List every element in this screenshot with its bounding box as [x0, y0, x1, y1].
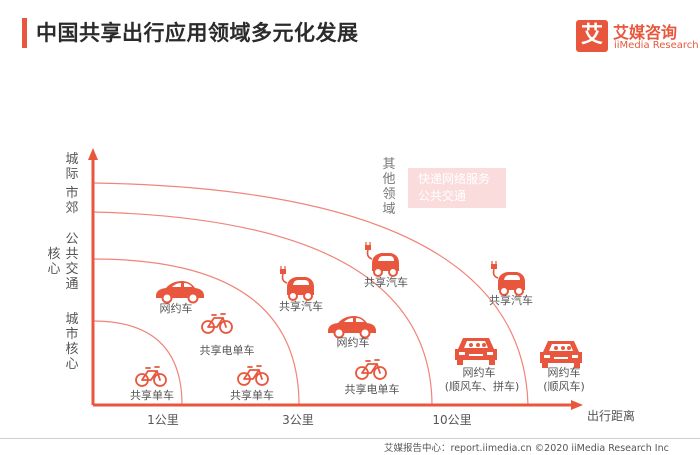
zone-arc-10km — [92, 211, 433, 406]
x-axis-title: 出行距离 — [587, 408, 635, 423]
other-field-item: 公共交通 — [418, 189, 467, 203]
bicycle-icon — [135, 366, 167, 387]
vehicle-label: 网约车 — [337, 335, 370, 349]
x-tick-1km: 1公里 — [147, 413, 179, 427]
ylabel-intercity: 城际 — [65, 152, 79, 182]
logo-name: 艾媒咨询 — [613, 23, 678, 42]
footer-divider — [0, 438, 700, 439]
vehicle-label: 网约车 — [160, 301, 193, 315]
ylabel-public-transport: 公共交通 — [65, 232, 79, 292]
other-field-label: 其他领域 — [382, 157, 396, 217]
iimedia-logo-icon: 艾 — [576, 20, 608, 52]
vehicle-label: 网约车 — [463, 365, 496, 379]
zone-arc-1km — [92, 320, 183, 406]
carpool-car-icon — [455, 338, 497, 365]
title-accent-bar — [22, 18, 27, 48]
sedan-icon — [327, 315, 377, 339]
vehicle-label: 共享汽车 — [489, 293, 533, 307]
y-axis-arrow-icon — [88, 148, 98, 160]
logo-subtitle: iiMedia Research — [614, 40, 699, 51]
vehicle-label: 网约车 — [548, 365, 581, 379]
sedan-icon — [155, 280, 205, 304]
other-field-box: 快递网络服务 公共交通 — [408, 168, 506, 208]
other-field-item: 快递网络服务 — [418, 172, 491, 186]
x-tick-3km: 3公里 — [282, 413, 314, 427]
zone-arc-3km — [92, 258, 300, 406]
electric-car-icon — [490, 260, 526, 296]
x-axis-arrow-icon — [571, 400, 583, 410]
footer-source: 艾媒报告中心：report.iimedia.cn ©2020 iiMedia R… — [384, 443, 669, 454]
x-tick-10km: 10公里 — [432, 413, 471, 427]
vehicle-label: 共享汽车 — [364, 275, 408, 289]
carpool-car-icon — [540, 341, 582, 368]
vehicle-sublabel: (顺风车、拼车) — [445, 379, 520, 393]
vehicle-label: 共享电单车 — [200, 343, 255, 357]
bicycle-icon — [355, 359, 387, 380]
vehicle-label: 共享单车 — [130, 388, 174, 402]
ylabel-city-core: 城市核心 — [65, 312, 79, 372]
page-title: 中国共享出行应用领域多元化发展 — [36, 21, 359, 45]
vehicle-label: 共享电单车 — [345, 382, 400, 396]
ylabel-suburb: 市郊 — [65, 186, 79, 216]
bicycle-icon — [201, 313, 233, 334]
electric-car-icon — [364, 241, 400, 277]
vehicle-sublabel: (顺风车) — [543, 379, 585, 393]
vehicle-label: 共享汽车 — [279, 299, 323, 313]
vehicle-label: 共享单车 — [230, 388, 274, 402]
ylabel-core: 核心 — [47, 247, 61, 277]
zone-arc-intercity — [92, 182, 529, 406]
electric-car-icon — [279, 265, 315, 301]
bicycle-icon — [237, 365, 269, 386]
